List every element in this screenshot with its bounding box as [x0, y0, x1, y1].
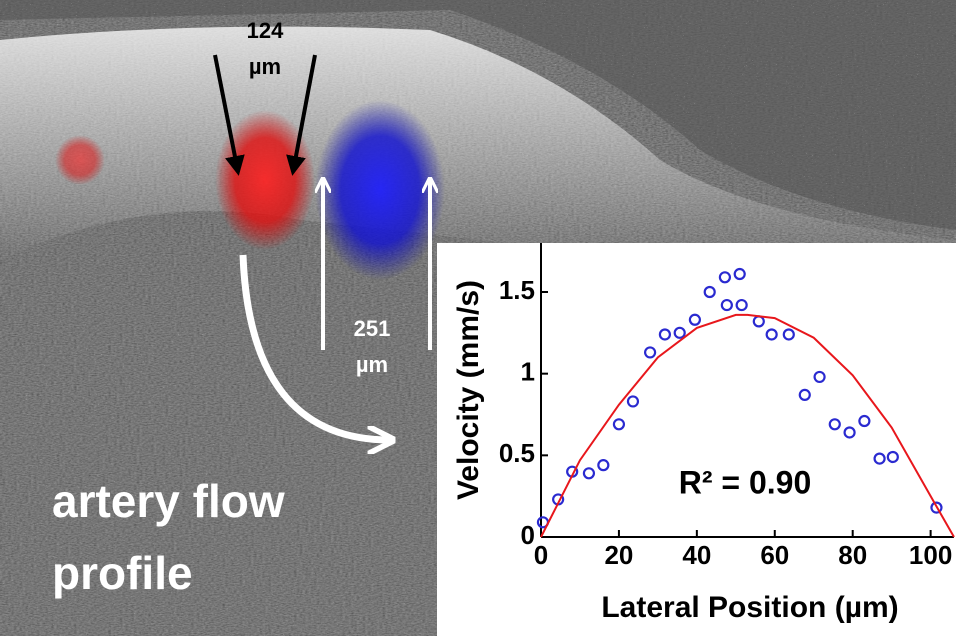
- y-tick-label: 1.5: [499, 275, 535, 305]
- x-tick-label: 20: [604, 540, 633, 570]
- y-tick-label: 0.5: [499, 438, 535, 468]
- annotation-text: 251: [354, 316, 391, 341]
- y-tick-label: 1: [521, 357, 535, 387]
- x-tick-label: 40: [682, 540, 711, 570]
- y-axis-label: Velocity (mm/s): [452, 280, 485, 500]
- x-tick-label: 0: [534, 540, 548, 570]
- x-tick-label: 60: [760, 540, 789, 570]
- annotation-text: 124: [247, 18, 284, 43]
- x-tick-label: 80: [838, 540, 867, 570]
- annotation-text: profile: [52, 547, 193, 599]
- annotation-text: µm: [249, 54, 281, 79]
- figure: 124 µm 251 µm artery flow profile Velocity (m…: [0, 0, 956, 636]
- annotation-text: artery flow: [52, 475, 285, 527]
- x-axis-label: Lateral Position (µm): [601, 591, 898, 624]
- x-tick-label: 100: [909, 540, 952, 570]
- r-squared: R² = 0.90: [679, 464, 812, 500]
- annotation-text: µm: [356, 352, 388, 377]
